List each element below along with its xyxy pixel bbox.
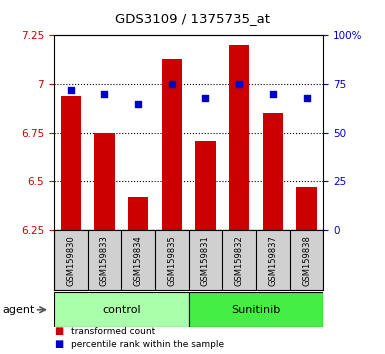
Text: GSM159838: GSM159838 [302,235,311,286]
Bar [263,113,283,230]
Bar [229,45,249,230]
Point [236,81,242,87]
Bar [162,59,182,230]
Text: percentile rank within the sample: percentile rank within the sample [71,340,224,349]
Text: GSM159831: GSM159831 [201,235,210,286]
Text: GSM159835: GSM159835 [167,235,176,286]
Bar [61,96,81,230]
Bar [196,141,216,230]
Text: ■: ■ [54,339,63,349]
Point [270,91,276,97]
Text: transformed count: transformed count [71,327,156,336]
Point [68,87,74,93]
Bar [296,187,316,230]
Text: agent: agent [2,305,34,315]
Point [135,101,141,106]
Text: Sunitinib: Sunitinib [231,305,281,315]
Text: GSM159834: GSM159834 [134,235,142,286]
Bar [54,292,189,327]
Text: GSM159832: GSM159832 [235,235,244,286]
Point [203,95,209,101]
Text: GDS3109 / 1375735_at: GDS3109 / 1375735_at [115,12,270,25]
Text: ■: ■ [54,326,63,336]
Point [101,91,107,97]
Text: GSM159830: GSM159830 [66,235,75,286]
Bar [128,197,148,230]
Bar [94,133,115,230]
Text: GSM159833: GSM159833 [100,235,109,286]
Text: control: control [102,305,141,315]
Bar [189,292,323,327]
Point [169,81,175,87]
Point [303,95,310,101]
Text: GSM159837: GSM159837 [268,235,277,286]
